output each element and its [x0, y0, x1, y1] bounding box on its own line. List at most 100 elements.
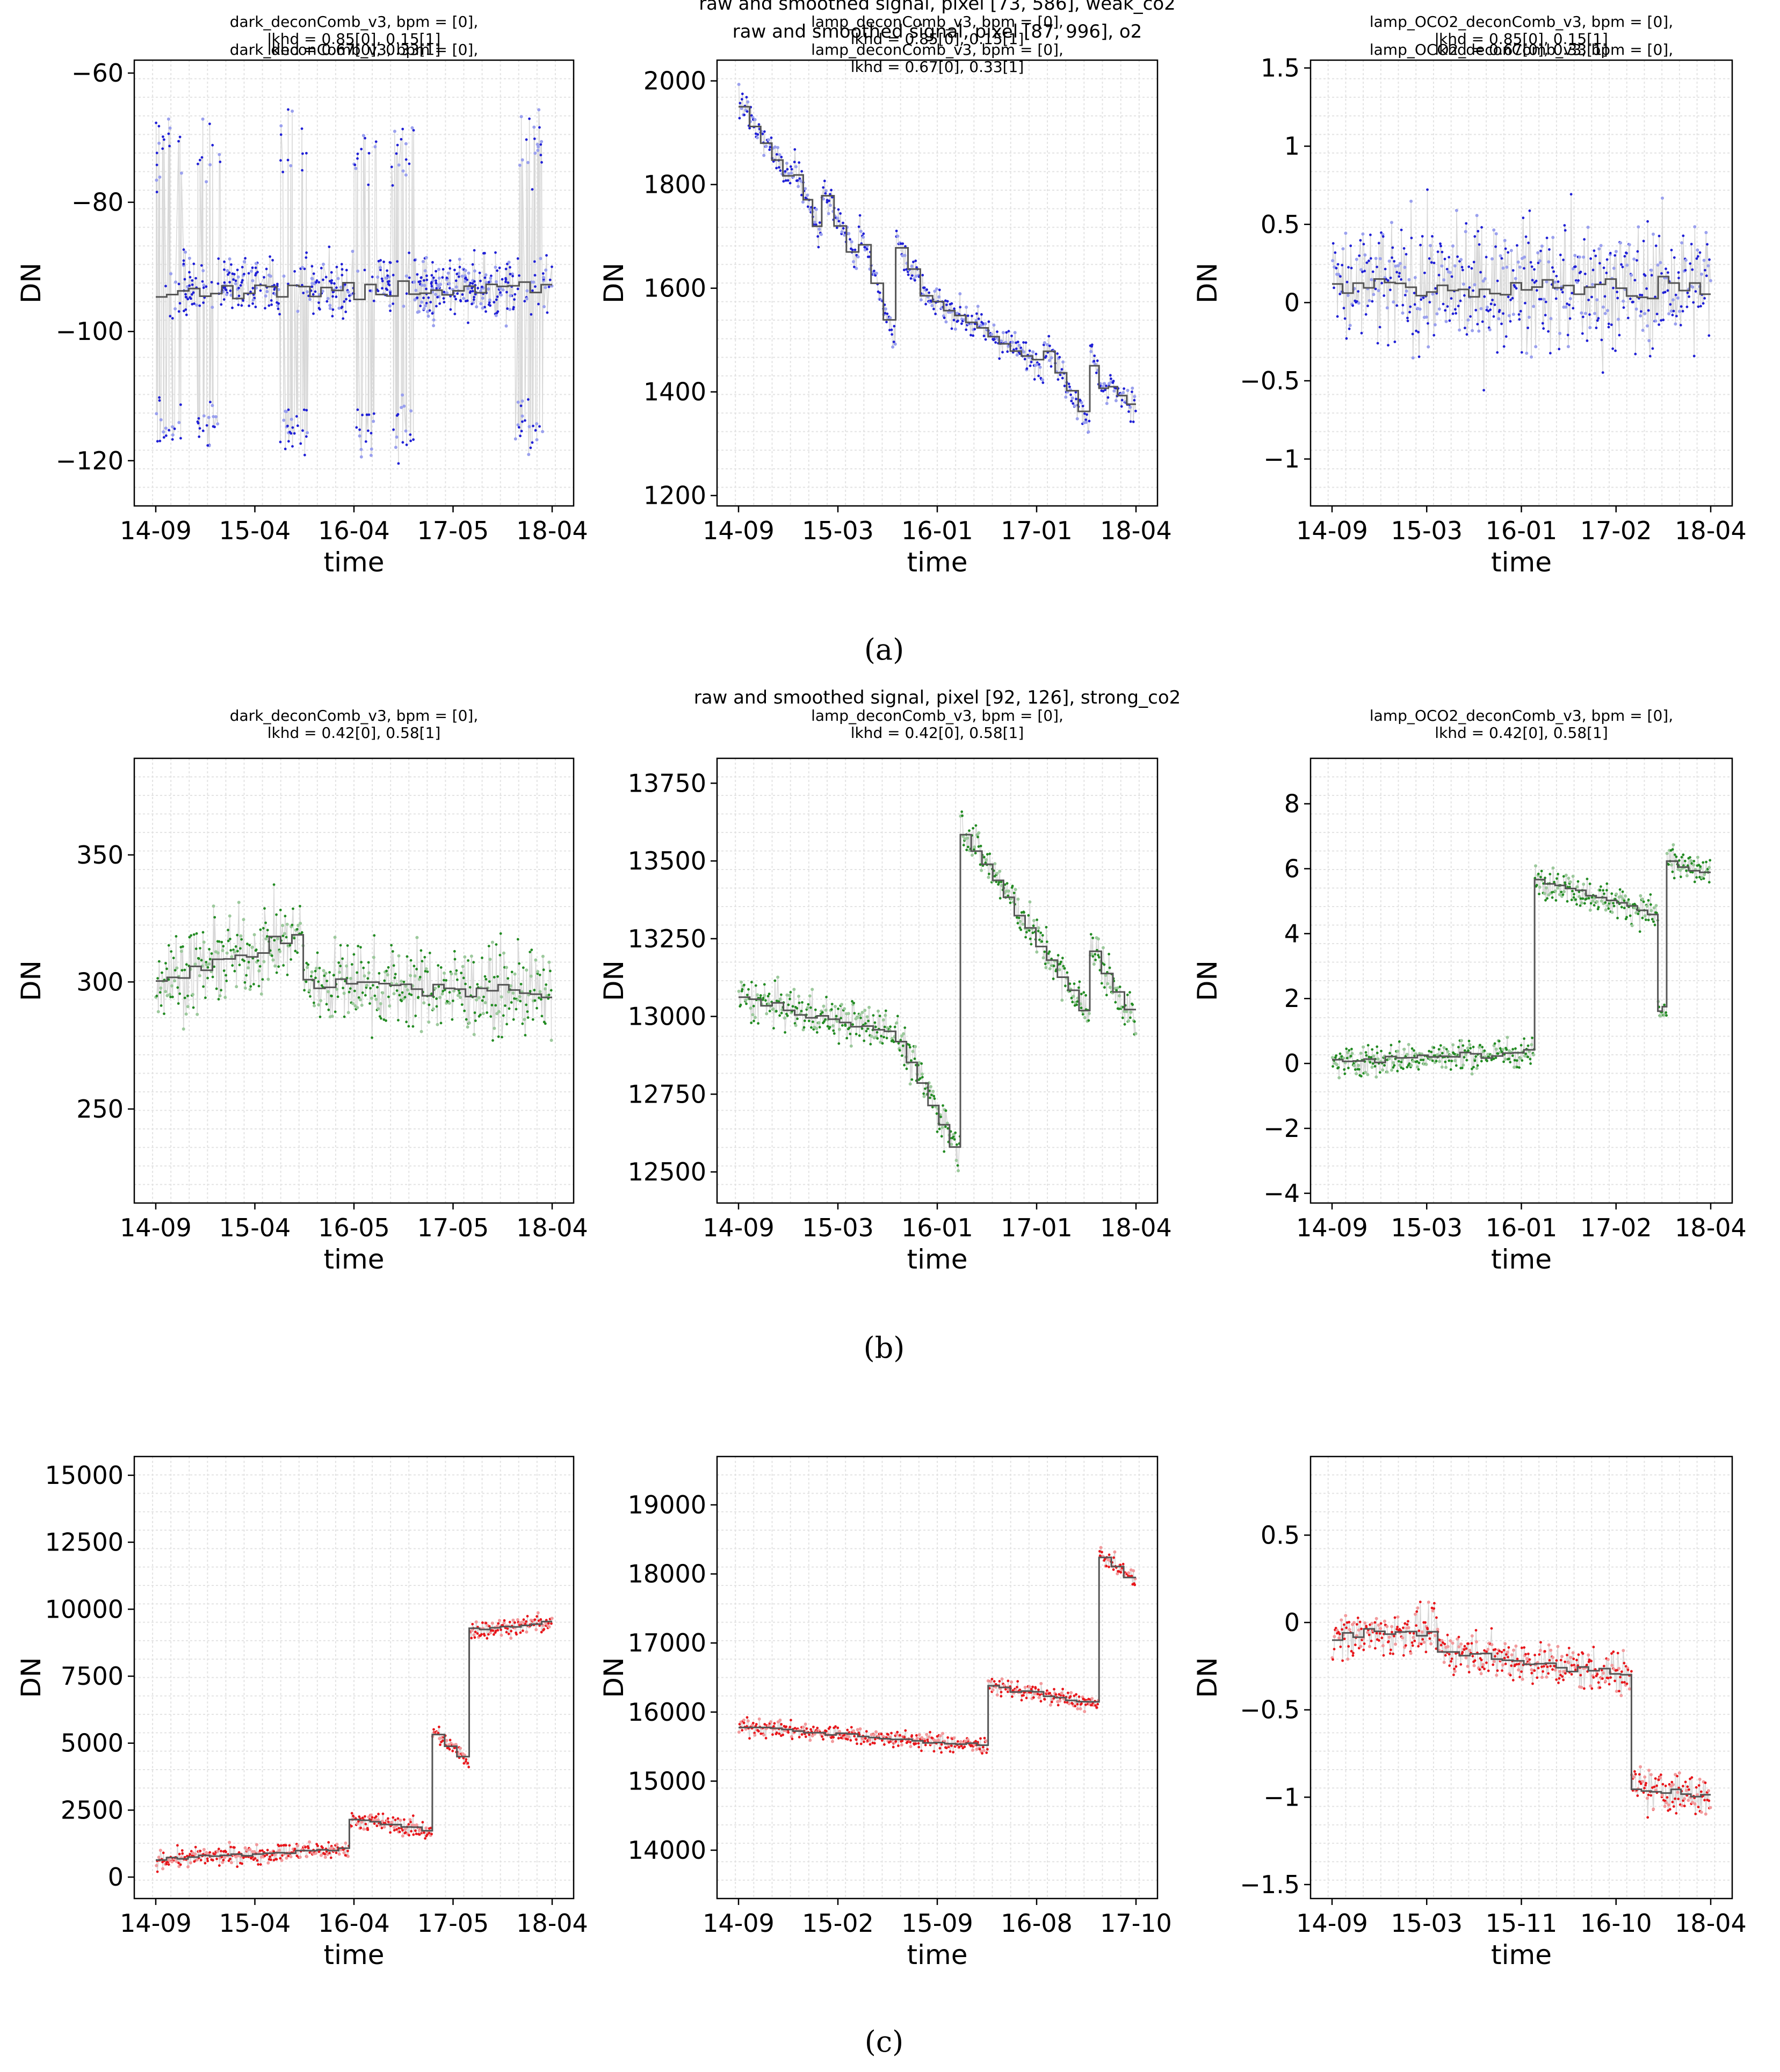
- data-point: [387, 1817, 389, 1820]
- data-point: [775, 1731, 778, 1734]
- data-point: [1518, 1056, 1522, 1060]
- data-point: [1639, 894, 1642, 897]
- data-point: [421, 1821, 424, 1824]
- data-point: [782, 180, 785, 183]
- data-point: [1496, 351, 1499, 354]
- data-point: [836, 216, 840, 220]
- data-point: [930, 1093, 933, 1097]
- data-point: [410, 126, 414, 129]
- data-point: [1007, 1679, 1010, 1683]
- data-point: [255, 272, 258, 275]
- data-point: [1110, 377, 1112, 380]
- data-point: [1483, 277, 1487, 280]
- data-point: [914, 274, 918, 278]
- data-point: [1696, 248, 1699, 252]
- data-point: [296, 424, 299, 428]
- data-point: [1451, 1043, 1455, 1047]
- data-point: [430, 992, 433, 995]
- data-point: [206, 966, 209, 969]
- data-point: [344, 283, 346, 286]
- data-point: [493, 1026, 496, 1030]
- data-point: [515, 1008, 518, 1011]
- data-point: [470, 1629, 474, 1633]
- panel-title-line: lkhd = 0.85[0], 0.15[1]: [1435, 30, 1608, 48]
- data-point: [769, 146, 772, 149]
- data-point: [308, 298, 312, 301]
- data-point: [433, 987, 437, 990]
- data-point: [383, 979, 386, 982]
- data-point: [959, 1740, 963, 1743]
- data-point: [1503, 1057, 1507, 1061]
- data-point: [873, 270, 875, 272]
- data-point: [237, 303, 240, 307]
- data-point: [195, 932, 198, 935]
- data-point: [1619, 241, 1623, 245]
- data-point: [465, 1018, 468, 1021]
- data-point: [1047, 952, 1050, 955]
- data-point: [1614, 349, 1617, 352]
- data-point: [361, 414, 364, 417]
- data-point: [1376, 265, 1379, 269]
- data-point: [259, 1863, 262, 1866]
- data-point: [1114, 399, 1118, 402]
- data-point: [770, 136, 773, 139]
- data-point: [500, 1628, 502, 1632]
- data-point: [426, 314, 430, 318]
- data-point: [385, 969, 388, 973]
- data-point: [201, 269, 205, 272]
- data-point: [390, 165, 393, 169]
- data-point: [1564, 873, 1568, 877]
- x-tick-label: 16-01: [1486, 516, 1558, 545]
- data-point: [1578, 895, 1581, 899]
- data-point: [1568, 880, 1572, 884]
- data-point: [171, 425, 175, 429]
- data-point: [356, 157, 359, 160]
- data-point: [957, 320, 959, 322]
- data-point: [358, 1815, 361, 1819]
- data-point: [1678, 868, 1682, 872]
- data-point: [1082, 991, 1086, 994]
- data-point: [763, 1723, 766, 1726]
- data-point: [464, 276, 467, 279]
- data-point: [837, 1008, 840, 1010]
- data-point: [1503, 238, 1507, 242]
- data-point: [423, 269, 427, 273]
- data-point: [1385, 1070, 1389, 1074]
- data-point: [341, 273, 344, 277]
- data-point: [1564, 305, 1568, 309]
- data-point: [811, 1734, 814, 1738]
- data-point: [997, 883, 1000, 886]
- data-point: [478, 271, 481, 274]
- panel-title-line: dark_deconComb_v3, bpm = [0],: [230, 707, 479, 725]
- data-point: [1529, 261, 1532, 264]
- data-point: [1052, 965, 1055, 967]
- data-point: [1105, 1564, 1108, 1568]
- data-point: [1507, 295, 1510, 299]
- smoothed-signal-line: [156, 280, 552, 300]
- data-point: [1000, 880, 1003, 883]
- data-point: [755, 1723, 758, 1726]
- data-point: [971, 1748, 975, 1752]
- data-point: [1332, 242, 1335, 245]
- data-point: [901, 1044, 905, 1047]
- data-point: [1552, 270, 1555, 273]
- data-point: [387, 995, 390, 998]
- data-point: [314, 976, 317, 980]
- data-point: [863, 1039, 866, 1042]
- data-point: [830, 1008, 833, 1011]
- data-point: [536, 970, 540, 973]
- data-point: [1621, 890, 1624, 893]
- data-point: [1600, 899, 1603, 903]
- data-point: [495, 298, 498, 301]
- data-point: [739, 1003, 742, 1006]
- data-point: [262, 927, 265, 930]
- data-point: [980, 313, 983, 316]
- data-point: [1358, 1068, 1361, 1071]
- data-point: [1442, 1046, 1446, 1049]
- data-point: [1052, 977, 1055, 980]
- y-tick-label: 13750: [628, 769, 706, 798]
- data-point: [359, 946, 362, 949]
- data-point: [1121, 391, 1125, 395]
- data-point: [891, 345, 895, 349]
- data-point: [1593, 311, 1597, 315]
